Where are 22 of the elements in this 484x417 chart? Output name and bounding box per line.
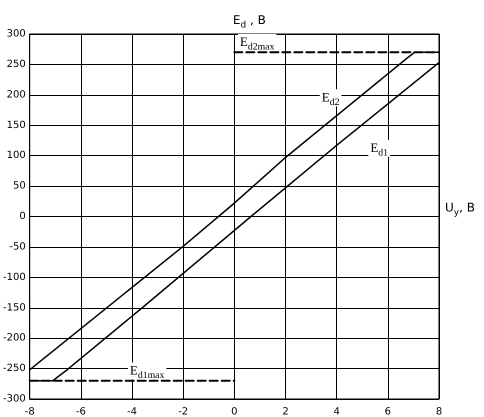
y-tick-label: 50 [12,180,26,192]
y-tick-label: -100 [2,272,26,283]
y-tick-label: -50 [9,241,26,252]
x-tick-label: -6 [76,406,86,417]
x-tick-label: -2 [178,406,188,417]
x-tick-label: 8 [436,406,442,417]
x-tick-label: 6 [384,406,392,417]
x-tick-label: -8 [24,406,35,417]
y-tick-label: -250 [2,363,26,374]
y-tick-label: -200 [2,332,26,344]
y-tick-label: 250 [6,58,26,70]
x-tick-label: -4 [127,406,138,417]
x-tick-label: 2 [282,406,289,417]
y-tick-label: 150 [6,120,26,131]
y-tick-label: -150 [2,302,26,314]
y-tick-label: 300 [6,28,26,40]
x-tick-label: 0 [231,406,238,417]
y-tick-label: -300 [2,394,26,404]
y-tick-label: 0 [19,211,26,222]
x-tick-label: 4 [333,406,340,417]
y-tick-label: 100 [6,150,26,162]
y-tick-label: 200 [6,89,26,100]
